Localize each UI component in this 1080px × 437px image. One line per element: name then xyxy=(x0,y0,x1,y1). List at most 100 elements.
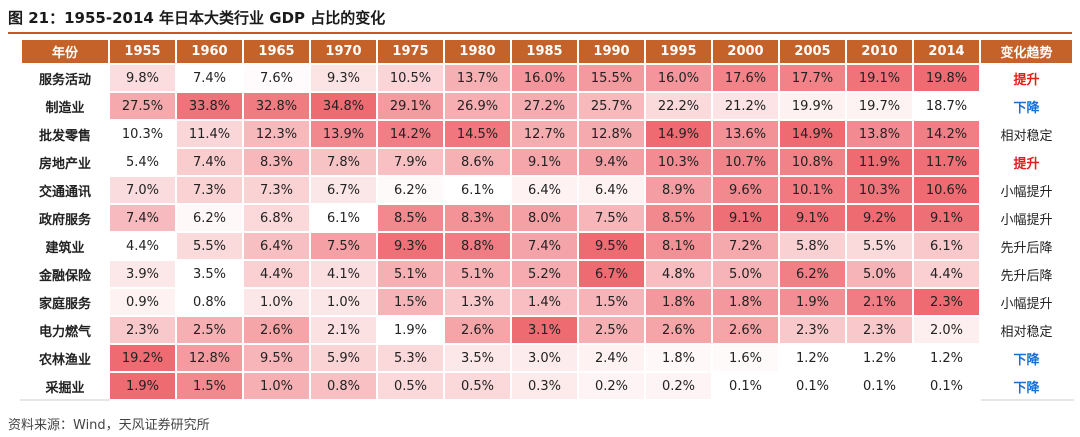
value-cell: 5.9% xyxy=(309,343,378,373)
year-header-cell: 1985 xyxy=(510,38,579,65)
value-cell: 9.5% xyxy=(577,231,646,261)
trend-label: 小幅提升 xyxy=(979,175,1074,205)
value-cell: 2.4% xyxy=(577,343,646,373)
trend-label: 提升 xyxy=(979,63,1074,93)
value-cell: 0.3% xyxy=(510,371,579,401)
value-cell: 7.4% xyxy=(175,63,244,93)
chart-title: 图 21：1955-2014 年日本大类行业 GDP 占比的变化 xyxy=(8,9,386,27)
table-row: 家庭服务 0.9% 0.8% 1.0% 1.0% 1.5% 1.3% 1.4% 1.5% 1.8%… xyxy=(20,287,1074,317)
value-cell: 19.2% xyxy=(108,343,177,373)
value-cell: 4.1% xyxy=(309,259,378,289)
industry-label: 农林渔业 xyxy=(20,343,110,373)
industry-label: 制造业 xyxy=(20,91,110,121)
value-cell: 11.9% xyxy=(845,147,914,177)
value-cell: 0.9% xyxy=(108,287,177,317)
value-cell: 12.7% xyxy=(510,119,579,149)
year-header-cell: 1975 xyxy=(376,38,445,65)
year-header-cell: 1995 xyxy=(644,38,713,65)
value-cell: 2.6% xyxy=(711,315,780,345)
title-divider xyxy=(8,32,1072,34)
value-cell: 1.3% xyxy=(443,287,512,317)
value-cell: 9.1% xyxy=(510,147,579,177)
value-cell: 8.0% xyxy=(510,203,579,233)
value-cell: 7.4% xyxy=(510,231,579,261)
value-cell: 1.8% xyxy=(711,287,780,317)
value-cell: 6.4% xyxy=(242,231,311,261)
value-cell: 1.5% xyxy=(577,287,646,317)
value-cell: 8.9% xyxy=(644,175,713,205)
table-row: 房地产业 5.4% 7.4% 8.3% 7.8% 7.9% 8.6% 9.1% 9.4% 10.3… xyxy=(20,147,1074,177)
value-cell: 9.3% xyxy=(309,63,378,93)
value-cell: 2.0% xyxy=(912,315,981,345)
value-cell: 8.3% xyxy=(242,147,311,177)
value-cell: 29.1% xyxy=(376,91,445,121)
value-cell: 2.6% xyxy=(644,315,713,345)
value-cell: 6.2% xyxy=(376,175,445,205)
trend-label: 相对稳定 xyxy=(979,119,1074,149)
trend-label: 先升后降 xyxy=(979,231,1074,261)
value-cell: 5.8% xyxy=(778,231,847,261)
value-cell: 4.4% xyxy=(912,259,981,289)
value-cell: 6.1% xyxy=(309,203,378,233)
value-cell: 0.5% xyxy=(443,371,512,401)
table-row: 金融保险 3.9% 3.5% 4.4% 4.1% 5.1% 5.1% 5.2% 6.7% 4.8%… xyxy=(20,259,1074,289)
year-header-cell: 1965 xyxy=(242,38,311,65)
value-cell: 4.4% xyxy=(242,259,311,289)
trend-label: 小幅提升 xyxy=(979,203,1074,233)
value-cell: 2.6% xyxy=(443,315,512,345)
value-cell: 19.1% xyxy=(845,63,914,93)
industry-label: 批发零售 xyxy=(20,119,110,149)
value-cell: 5.4% xyxy=(108,147,177,177)
value-cell: 5.1% xyxy=(443,259,512,289)
value-cell: 14.2% xyxy=(912,119,981,149)
value-cell: 1.5% xyxy=(175,371,244,401)
value-cell: 13.7% xyxy=(443,63,512,93)
value-cell: 33.8% xyxy=(175,91,244,121)
trend-label: 下降 xyxy=(979,371,1074,401)
value-cell: 14.2% xyxy=(376,119,445,149)
value-cell: 1.2% xyxy=(845,343,914,373)
value-cell: 5.5% xyxy=(845,231,914,261)
value-cell: 0.1% xyxy=(912,371,981,401)
value-cell: 1.0% xyxy=(309,287,378,317)
value-cell: 7.5% xyxy=(577,203,646,233)
value-cell: 3.5% xyxy=(443,343,512,373)
value-cell: 1.9% xyxy=(108,371,177,401)
value-cell: 4.4% xyxy=(108,231,177,261)
value-cell: 2.1% xyxy=(309,315,378,345)
value-cell: 8.6% xyxy=(443,147,512,177)
value-cell: 16.0% xyxy=(644,63,713,93)
value-cell: 8.5% xyxy=(376,203,445,233)
value-cell: 9.1% xyxy=(912,203,981,233)
value-cell: 0.2% xyxy=(644,371,713,401)
year-header-cell: 2010 xyxy=(845,38,914,65)
year-header: 年份 xyxy=(20,38,110,65)
value-cell: 7.4% xyxy=(175,147,244,177)
value-cell: 2.1% xyxy=(845,287,914,317)
industry-label: 房地产业 xyxy=(20,147,110,177)
value-cell: 2.3% xyxy=(912,287,981,317)
value-cell: 32.8% xyxy=(242,91,311,121)
trend-label: 先升后降 xyxy=(979,259,1074,289)
value-cell: 0.1% xyxy=(845,371,914,401)
value-cell: 6.7% xyxy=(577,259,646,289)
industry-label: 采掘业 xyxy=(20,371,110,401)
value-cell: 6.1% xyxy=(912,231,981,261)
value-cell: 9.6% xyxy=(711,175,780,205)
value-cell: 10.1% xyxy=(778,175,847,205)
table-row: 采掘业 1.9% 1.5% 1.0% 0.8% 0.5% 0.5% 0.3% 0.2% 0.2% 0… xyxy=(20,371,1074,401)
value-cell: 10.5% xyxy=(376,63,445,93)
value-cell: 13.9% xyxy=(309,119,378,149)
value-cell: 1.8% xyxy=(644,343,713,373)
value-cell: 14.5% xyxy=(443,119,512,149)
table-body: 服务活动 9.8% 7.4% 7.6% 9.3% 10.5% 13.7% 16.0% 15.5%… xyxy=(20,63,1074,401)
value-cell: 12.8% xyxy=(175,343,244,373)
year-header-cell: 1970 xyxy=(309,38,378,65)
value-cell: 21.2% xyxy=(711,91,780,121)
value-cell: 2.3% xyxy=(108,315,177,345)
value-cell: 8.3% xyxy=(443,203,512,233)
value-cell: 1.0% xyxy=(242,371,311,401)
value-cell: 7.4% xyxy=(108,203,177,233)
value-cell: 2.6% xyxy=(242,315,311,345)
value-cell: 1.5% xyxy=(376,287,445,317)
